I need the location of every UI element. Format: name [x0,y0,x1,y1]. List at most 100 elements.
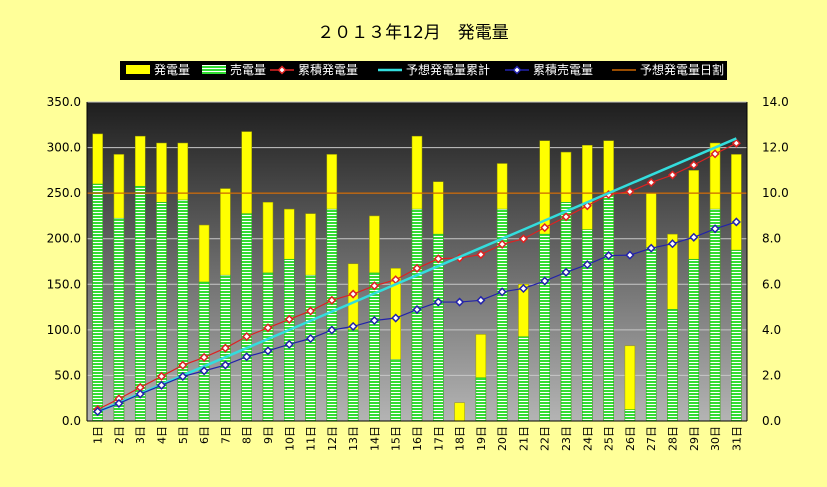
series-point [263,323,273,333]
bar-sold [347,329,359,422]
y-left-tick-label: 250.0 [47,186,81,200]
series-point [497,287,507,297]
bar-sold [624,409,636,422]
x-tick-label: 19日 [475,426,488,451]
series-point [625,187,635,197]
bar-sold [241,213,252,422]
x-tick-label: 10日 [283,426,296,451]
x-tick-label: 26日 [624,426,637,451]
x-tick-label: 15日 [390,426,403,451]
x-tick-label: 9日 [262,426,275,444]
series-point [263,346,273,356]
series-point [561,212,571,222]
x-tick-label: 12日 [326,426,339,451]
legend-label: 売電量 [230,62,266,77]
series-point [348,289,358,299]
x-tick-label: 21日 [517,426,530,451]
series-point [93,406,103,417]
x-tick-label: 22日 [539,426,552,451]
series-point [561,267,571,277]
series-point [178,371,188,381]
bar-sold [560,202,572,422]
legend-label: 発電量 [154,63,190,77]
legend-label: 予想発電量累計 [406,62,490,77]
x-tick-label: 3日 [134,426,147,444]
series-point [348,321,358,331]
series-point [625,250,635,260]
series-point [412,263,422,273]
series-point [646,177,656,188]
x-tick-label: 28日 [666,426,679,451]
bar-sold [390,359,401,422]
x-tick-label: 5日 [177,426,190,444]
series-point [540,276,550,286]
legend: 発電量 売電量 累積発電量 予想発電量累計 累積売電量 予想発電量日割 [120,61,727,80]
y-right-tick-label: 6.0 [762,277,781,291]
series-point [284,339,294,349]
legend-marker [277,65,287,75]
y-right-tick-label: 14.0 [762,95,789,109]
bar-sold [667,309,678,422]
series-point [731,138,741,148]
x-tick-label: 2日 [113,426,126,444]
series-point [369,315,379,326]
bar-sold [113,217,125,422]
series-point [242,352,252,362]
y-left-tick-label: 0.0 [62,414,81,428]
y-left-tick-label: 50.0 [54,368,81,382]
bar-sold [411,208,423,422]
series-point [476,250,486,260]
bar-sold [305,274,316,422]
bar-sold [177,199,189,422]
series-point [327,325,337,335]
y-left-tick-label: 150.0 [47,277,81,291]
y-right-tick-label: 4.0 [762,323,781,337]
series-point [220,360,230,370]
x-tick-label: 4日 [156,426,169,444]
series-point [369,281,379,291]
y-right-tick-label: 2.0 [762,368,781,382]
series-point [497,239,507,249]
legend-label: 累積発電量 [298,62,358,77]
y-left-tick-label: 200.0 [47,232,81,246]
x-tick-label: 29日 [688,426,701,451]
bar-sold [709,208,721,422]
series-point [220,343,230,353]
series-point [433,254,443,264]
y-right-tick-label: 0.0 [762,414,781,428]
series-point [156,380,167,390]
series-point [305,306,316,316]
axes: 0.0 0.0 50.0 2.0 100.0 4.0 150.0 6.0 200.0 8.0 250… [47,95,789,451]
series-point [604,251,614,261]
x-tick-label: 27日 [645,426,658,451]
bar-sold [603,195,614,422]
legend-swatch [126,65,150,74]
series-point [689,160,699,170]
series-point [327,295,337,305]
series-point [455,297,465,307]
series-point [242,331,252,342]
bar-sold [731,249,742,422]
legend-box [120,61,727,80]
series-point [476,295,486,305]
y-left-tick-label: 100.0 [47,323,81,337]
series-point [412,304,422,315]
series-point [156,371,167,381]
series-point [710,149,720,159]
x-tick-label: 20日 [496,426,509,451]
series-point [667,170,678,180]
legend-marker [512,65,522,75]
series-point [731,217,741,227]
x-tick-label: 23日 [560,426,573,451]
series-point [582,260,592,270]
chart-title: ２０１３年12月 発電量 [317,23,509,43]
y-left-tick-label: 350.0 [47,95,81,109]
bar-sold [688,258,700,422]
series-point [305,333,316,344]
bar-sold [582,229,593,422]
x-tick-label: 24日 [581,426,594,451]
x-tick-label: 30日 [709,426,722,451]
bar-generation [454,402,465,422]
